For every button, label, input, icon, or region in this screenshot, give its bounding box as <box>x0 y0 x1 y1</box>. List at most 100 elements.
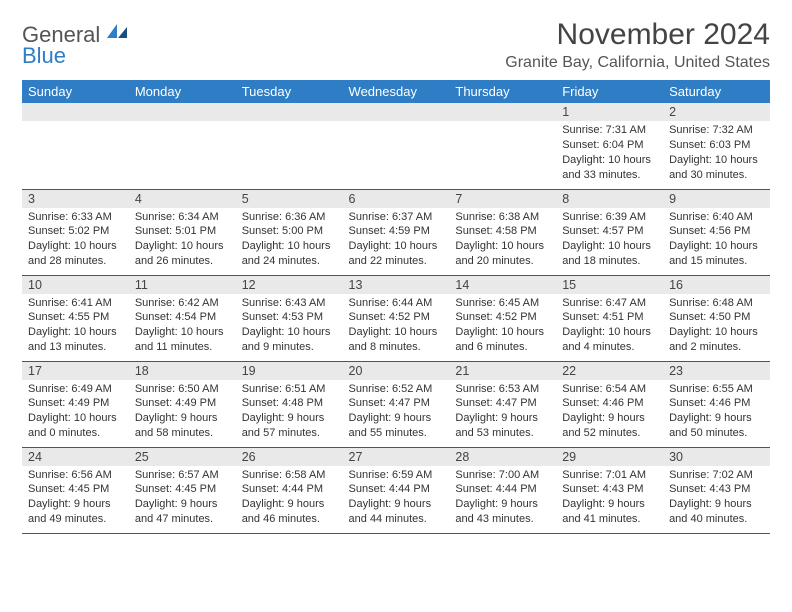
detail-line: Sunset: 4:51 PM <box>562 310 657 325</box>
calendar-cell: 12Sunrise: 6:43 AMSunset: 4:53 PMDayligh… <box>236 275 343 361</box>
detail-line: Sunrise: 7:31 AM <box>562 123 657 138</box>
date-number: 2 <box>663 103 770 121</box>
empty-date-band <box>236 103 343 121</box>
detail-line: Sunrise: 6:57 AM <box>135 468 230 483</box>
calendar-cell: 1Sunrise: 7:31 AMSunset: 6:04 PMDaylight… <box>556 103 663 189</box>
day-details: Sunrise: 6:50 AMSunset: 4:49 PMDaylight:… <box>129 380 236 445</box>
detail-line: Sunrise: 6:50 AM <box>135 382 230 397</box>
calendar-row: 24Sunrise: 6:56 AMSunset: 4:45 PMDayligh… <box>22 447 770 533</box>
date-number: 18 <box>129 362 236 380</box>
detail-line: Daylight: 9 hours and 43 minutes. <box>455 497 550 527</box>
day-details: Sunrise: 6:49 AMSunset: 4:49 PMDaylight:… <box>22 380 129 445</box>
detail-line: Sunset: 4:56 PM <box>669 224 764 239</box>
detail-line: Daylight: 10 hours and 28 minutes. <box>28 239 123 269</box>
detail-line: Daylight: 9 hours and 55 minutes. <box>349 411 444 441</box>
detail-line: Daylight: 10 hours and 4 minutes. <box>562 325 657 355</box>
day-details: Sunrise: 6:41 AMSunset: 4:55 PMDaylight:… <box>22 294 129 359</box>
detail-line: Sunrise: 6:48 AM <box>669 296 764 311</box>
date-number: 4 <box>129 190 236 208</box>
day-details: Sunrise: 6:40 AMSunset: 4:56 PMDaylight:… <box>663 208 770 273</box>
day-details: Sunrise: 6:43 AMSunset: 4:53 PMDaylight:… <box>236 294 343 359</box>
detail-line: Sunset: 4:49 PM <box>135 396 230 411</box>
detail-line: Daylight: 9 hours and 49 minutes. <box>28 497 123 527</box>
detail-line: Sunrise: 6:52 AM <box>349 382 444 397</box>
calendar-cell: 25Sunrise: 6:57 AMSunset: 4:45 PMDayligh… <box>129 447 236 533</box>
date-number: 27 <box>343 448 450 466</box>
detail-line: Daylight: 9 hours and 44 minutes. <box>349 497 444 527</box>
day-details: Sunrise: 6:45 AMSunset: 4:52 PMDaylight:… <box>449 294 556 359</box>
detail-line: Daylight: 10 hours and 24 minutes. <box>242 239 337 269</box>
detail-line: Daylight: 10 hours and 6 minutes. <box>455 325 550 355</box>
detail-line: Sunrise: 6:56 AM <box>28 468 123 483</box>
month-title: November 2024 <box>505 18 770 52</box>
day-details: Sunrise: 6:55 AMSunset: 4:46 PMDaylight:… <box>663 380 770 445</box>
detail-line: Daylight: 9 hours and 50 minutes. <box>669 411 764 441</box>
day-details: Sunrise: 6:36 AMSunset: 5:00 PMDaylight:… <box>236 208 343 273</box>
calendar-row: 17Sunrise: 6:49 AMSunset: 4:49 PMDayligh… <box>22 361 770 447</box>
detail-line: Sunrise: 6:37 AM <box>349 210 444 225</box>
calendar-cell: 24Sunrise: 6:56 AMSunset: 4:45 PMDayligh… <box>22 447 129 533</box>
calendar-cell: 7Sunrise: 6:38 AMSunset: 4:58 PMDaylight… <box>449 189 556 275</box>
detail-line: Sunset: 4:47 PM <box>349 396 444 411</box>
calendar-cell: 8Sunrise: 6:39 AMSunset: 4:57 PMDaylight… <box>556 189 663 275</box>
calendar-cell: 5Sunrise: 6:36 AMSunset: 5:00 PMDaylight… <box>236 189 343 275</box>
empty-date-band <box>343 103 450 121</box>
detail-line: Daylight: 10 hours and 26 minutes. <box>135 239 230 269</box>
detail-line: Daylight: 10 hours and 33 minutes. <box>562 153 657 183</box>
detail-line: Sunrise: 6:43 AM <box>242 296 337 311</box>
detail-line: Sunset: 4:54 PM <box>135 310 230 325</box>
calendar-cell: 26Sunrise: 6:58 AMSunset: 4:44 PMDayligh… <box>236 447 343 533</box>
detail-line: Sunset: 4:44 PM <box>455 482 550 497</box>
detail-line: Sunset: 5:02 PM <box>28 224 123 239</box>
detail-line: Sunset: 4:50 PM <box>669 310 764 325</box>
day-details: Sunrise: 6:57 AMSunset: 4:45 PMDaylight:… <box>129 466 236 531</box>
date-number: 16 <box>663 276 770 294</box>
day-header: Tuesday <box>236 80 343 103</box>
calendar-cell <box>343 103 450 189</box>
detail-line: Sunset: 4:44 PM <box>242 482 337 497</box>
calendar-cell: 4Sunrise: 6:34 AMSunset: 5:01 PMDaylight… <box>129 189 236 275</box>
day-details: Sunrise: 6:34 AMSunset: 5:01 PMDaylight:… <box>129 208 236 273</box>
detail-line: Sunrise: 6:40 AM <box>669 210 764 225</box>
calendar-cell: 19Sunrise: 6:51 AMSunset: 4:48 PMDayligh… <box>236 361 343 447</box>
day-details: Sunrise: 7:02 AMSunset: 4:43 PMDaylight:… <box>663 466 770 531</box>
day-header: Wednesday <box>343 80 450 103</box>
day-header-row: SundayMondayTuesdayWednesdayThursdayFrid… <box>22 80 770 103</box>
detail-line: Sunset: 4:47 PM <box>455 396 550 411</box>
detail-line: Sunrise: 6:36 AM <box>242 210 337 225</box>
date-number: 15 <box>556 276 663 294</box>
logo: General Blue <box>22 24 127 67</box>
detail-line: Sunrise: 6:51 AM <box>242 382 337 397</box>
detail-line: Daylight: 9 hours and 52 minutes. <box>562 411 657 441</box>
detail-line: Sunrise: 6:59 AM <box>349 468 444 483</box>
calendar-cell: 16Sunrise: 6:48 AMSunset: 4:50 PMDayligh… <box>663 275 770 361</box>
calendar-cell: 10Sunrise: 6:41 AMSunset: 4:55 PMDayligh… <box>22 275 129 361</box>
detail-line: Sunset: 4:57 PM <box>562 224 657 239</box>
calendar-cell: 11Sunrise: 6:42 AMSunset: 4:54 PMDayligh… <box>129 275 236 361</box>
calendar-cell: 22Sunrise: 6:54 AMSunset: 4:46 PMDayligh… <box>556 361 663 447</box>
calendar-cell: 14Sunrise: 6:45 AMSunset: 4:52 PMDayligh… <box>449 275 556 361</box>
date-number: 29 <box>556 448 663 466</box>
date-number: 11 <box>129 276 236 294</box>
detail-line: Sunrise: 7:01 AM <box>562 468 657 483</box>
empty-date-band <box>22 103 129 121</box>
header-right: November 2024 Granite Bay, California, U… <box>505 18 770 72</box>
day-details: Sunrise: 6:51 AMSunset: 4:48 PMDaylight:… <box>236 380 343 445</box>
day-header: Thursday <box>449 80 556 103</box>
day-header: Saturday <box>663 80 770 103</box>
date-number: 3 <box>22 190 129 208</box>
day-details: Sunrise: 6:33 AMSunset: 5:02 PMDaylight:… <box>22 208 129 273</box>
detail-line: Sunset: 4:59 PM <box>349 224 444 239</box>
detail-line: Sunset: 4:52 PM <box>455 310 550 325</box>
detail-line: Daylight: 10 hours and 0 minutes. <box>28 411 123 441</box>
detail-line: Daylight: 9 hours and 53 minutes. <box>455 411 550 441</box>
day-details: Sunrise: 7:32 AMSunset: 6:03 PMDaylight:… <box>663 121 770 186</box>
detail-line: Sunset: 5:00 PM <box>242 224 337 239</box>
detail-line: Daylight: 10 hours and 22 minutes. <box>349 239 444 269</box>
calendar-cell: 13Sunrise: 6:44 AMSunset: 4:52 PMDayligh… <box>343 275 450 361</box>
date-number: 17 <box>22 362 129 380</box>
detail-line: Sunrise: 6:47 AM <box>562 296 657 311</box>
calendar-cell: 28Sunrise: 7:00 AMSunset: 4:44 PMDayligh… <box>449 447 556 533</box>
detail-line: Sunset: 6:03 PM <box>669 138 764 153</box>
date-number: 20 <box>343 362 450 380</box>
